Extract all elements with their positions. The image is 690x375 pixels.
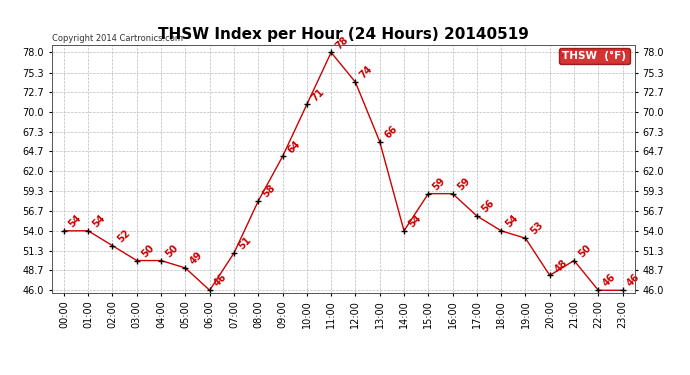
Text: 53: 53 — [529, 220, 545, 237]
Text: 58: 58 — [261, 183, 278, 200]
Text: 46: 46 — [625, 272, 642, 289]
Text: 59: 59 — [455, 176, 472, 192]
Text: Copyright 2014 Cartronics.com: Copyright 2014 Cartronics.com — [52, 33, 183, 42]
Text: 52: 52 — [115, 228, 132, 244]
Text: 50: 50 — [139, 243, 156, 259]
Title: THSW Index per Hour (24 Hours) 20140519: THSW Index per Hour (24 Hours) 20140519 — [158, 27, 529, 42]
Text: 64: 64 — [286, 138, 302, 155]
Text: 54: 54 — [67, 213, 83, 230]
Text: 54: 54 — [504, 213, 520, 230]
Text: 46: 46 — [601, 272, 618, 289]
Legend: THSW  (°F): THSW (°F) — [560, 48, 629, 64]
Text: 54: 54 — [91, 213, 108, 230]
Text: 56: 56 — [480, 198, 496, 214]
Text: 54: 54 — [407, 213, 424, 230]
Text: 59: 59 — [431, 176, 448, 192]
Text: 49: 49 — [188, 250, 205, 267]
Text: 46: 46 — [213, 272, 229, 289]
Text: 50: 50 — [577, 243, 593, 259]
Text: 50: 50 — [164, 243, 181, 259]
Text: 78: 78 — [334, 34, 351, 51]
Text: 66: 66 — [382, 124, 399, 140]
Text: 74: 74 — [358, 64, 375, 81]
Text: 48: 48 — [553, 257, 569, 274]
Text: 51: 51 — [237, 235, 253, 252]
Text: 71: 71 — [310, 87, 326, 103]
